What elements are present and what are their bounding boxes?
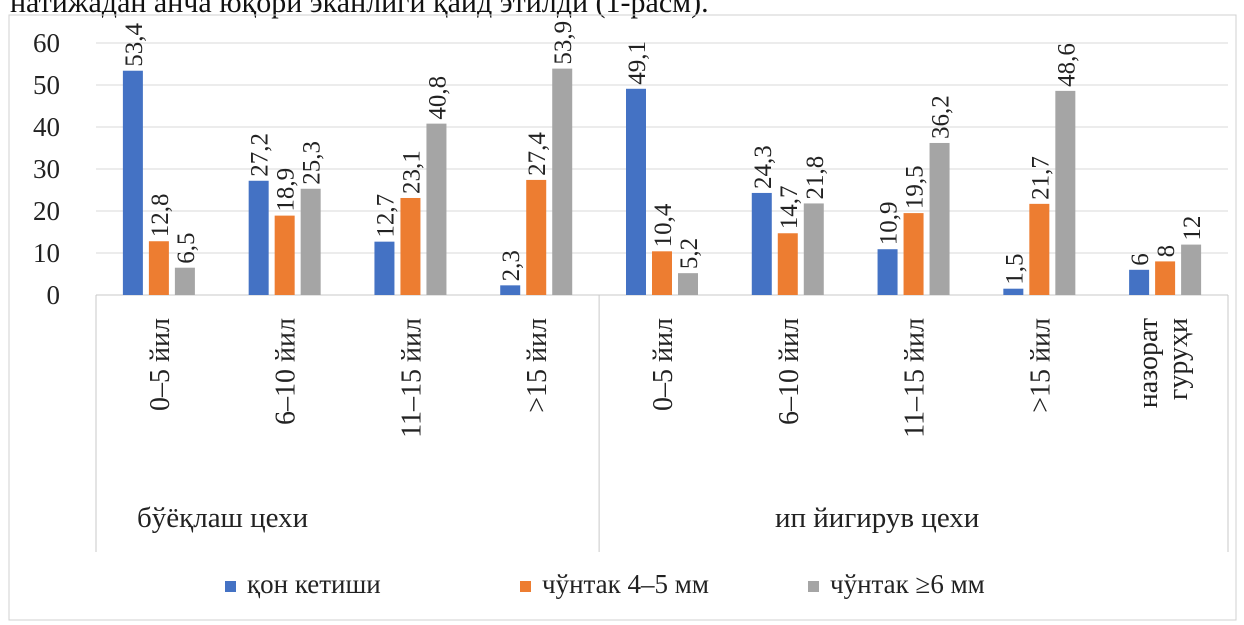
bar xyxy=(526,179,547,295)
x-tick-label: 11–15 йил xyxy=(396,318,427,438)
bar xyxy=(1129,269,1150,295)
data-label: 21,7 xyxy=(1027,156,1054,200)
bar xyxy=(426,123,447,295)
data-label: 12 xyxy=(1179,216,1206,241)
y-tick-label: 20 xyxy=(33,196,60,226)
bar xyxy=(500,285,521,295)
y-tick-label: 10 xyxy=(33,238,60,268)
bar xyxy=(400,197,421,295)
x-tick-label: >15 йил xyxy=(1025,318,1056,413)
bar xyxy=(803,203,824,295)
bar xyxy=(678,273,698,295)
bar xyxy=(1181,244,1202,295)
bar xyxy=(1155,261,1176,295)
data-label: 21,8 xyxy=(802,156,829,200)
chart-border xyxy=(8,14,1237,621)
bar xyxy=(374,241,395,295)
y-tick-label: 60 xyxy=(33,28,60,58)
data-label: 14,7 xyxy=(776,186,803,230)
legend-label: чўнтак ≥6 мм xyxy=(830,569,985,599)
data-label: 2,3 xyxy=(498,250,525,281)
data-label: 53,4 xyxy=(121,22,148,66)
legend-swatch xyxy=(225,581,236,592)
bar xyxy=(248,180,269,295)
data-label: 25,3 xyxy=(299,141,326,185)
bar xyxy=(1029,203,1050,295)
data-label: 10,4 xyxy=(650,203,677,247)
data-label: 53,9 xyxy=(550,21,577,65)
bar xyxy=(877,249,898,295)
bar xyxy=(122,70,143,295)
bar xyxy=(174,267,195,295)
legend-swatch xyxy=(520,581,531,592)
x-tick-label: назорат xyxy=(1133,318,1164,408)
data-label: 6,5 xyxy=(173,232,200,263)
data-label: 19,5 xyxy=(902,165,929,209)
x-tick-label: гуруҳи xyxy=(1163,318,1194,400)
x-tick-label: >15 йил xyxy=(522,318,553,413)
data-label: 18,9 xyxy=(273,168,300,212)
x-tick-label: 6–10 йил xyxy=(271,318,302,425)
bar xyxy=(652,251,672,295)
bar xyxy=(1055,90,1076,295)
data-label: 8 xyxy=(1153,245,1180,258)
bar xyxy=(1003,288,1024,295)
group-label: ип йигирув цехи xyxy=(775,502,979,534)
x-tick-label: 0–5 йил xyxy=(145,318,176,411)
bar xyxy=(903,213,924,295)
data-label: 12,8 xyxy=(147,193,174,237)
data-label: 36,2 xyxy=(928,95,955,139)
x-tick-label: 11–15 йил xyxy=(900,318,931,438)
data-label: 27,2 xyxy=(247,133,274,177)
data-label: 48,6 xyxy=(1053,43,1080,87)
data-label: 40,8 xyxy=(424,76,451,120)
data-label: 49,1 xyxy=(624,41,651,85)
y-tick-label: 40 xyxy=(33,112,60,142)
bar xyxy=(777,233,798,295)
data-label: 24,3 xyxy=(750,145,777,189)
data-label: 12,7 xyxy=(372,194,399,238)
legend-label: қон кетиши xyxy=(247,569,381,599)
data-label: 6 xyxy=(1127,253,1154,266)
data-label: 1,5 xyxy=(1001,253,1028,284)
legend-label: чўнтак 4–5 мм xyxy=(542,569,709,599)
bar xyxy=(148,241,169,295)
y-tick-label: 0 xyxy=(47,280,61,310)
y-tick-label: 50 xyxy=(33,70,60,100)
data-label: 5,2 xyxy=(676,238,703,269)
bar xyxy=(929,142,950,295)
data-label: 27,4 xyxy=(524,132,551,176)
x-tick-label: 6–10 йил xyxy=(774,318,805,425)
caption-text: натижадан анча юқори эканлиги қайд этилд… xyxy=(10,0,709,19)
group-label: бўёқлаш цехи xyxy=(137,502,308,534)
legend-swatch xyxy=(808,581,819,592)
data-label: 23,1 xyxy=(398,150,425,194)
data-label: 10,9 xyxy=(876,201,903,245)
x-tick-label: 0–5 йил xyxy=(648,318,679,411)
bar xyxy=(751,192,772,295)
bar xyxy=(552,68,573,296)
y-tick-label: 30 xyxy=(33,154,60,184)
bar xyxy=(274,215,295,295)
bar xyxy=(626,88,646,295)
bar xyxy=(300,188,321,295)
